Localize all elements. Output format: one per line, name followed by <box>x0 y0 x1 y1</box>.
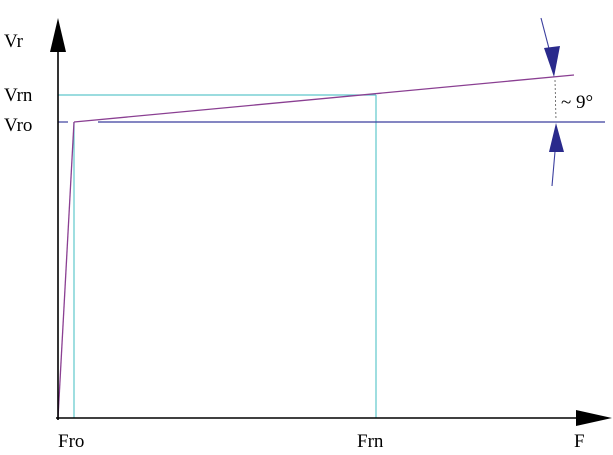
angle-arrow-lower-head <box>549 123 564 152</box>
vro-tick-label: Vro <box>4 115 32 136</box>
curve-sloped-segment <box>73 74 575 123</box>
angle-arrow-upper-head <box>544 46 560 77</box>
y-axis-arrowhead <box>50 18 66 52</box>
x-axis-arrowhead <box>576 410 612 426</box>
x-axis-label: F <box>574 431 585 452</box>
fro-tick-label: Fro <box>58 431 84 452</box>
frn-tick-label: Frn <box>357 431 384 452</box>
angle-label: ~ 9° <box>561 92 593 113</box>
angle-arc <box>554 79 557 121</box>
curve-steep-segment <box>57 121 75 419</box>
vrn-tick-label: Vrn <box>4 85 33 106</box>
y-axis-label: Vr <box>4 31 24 52</box>
